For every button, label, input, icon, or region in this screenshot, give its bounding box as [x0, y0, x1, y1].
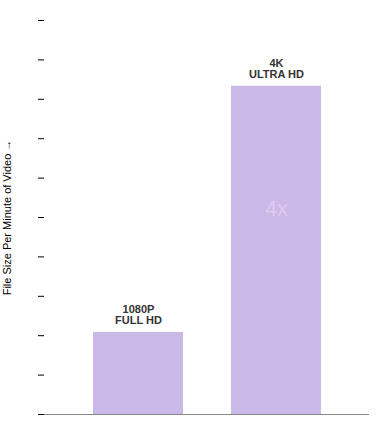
- svg-text:1080PFULL HD: 1080PFULL HD: [115, 303, 162, 326]
- svg-text:4x: 4x: [265, 196, 288, 221]
- svg-text:File Size Per Minute of Video: File Size Per Minute of Video →: [1, 140, 13, 296]
- svg-text:4KULTRA HD: 4KULTRA HD: [249, 57, 304, 80]
